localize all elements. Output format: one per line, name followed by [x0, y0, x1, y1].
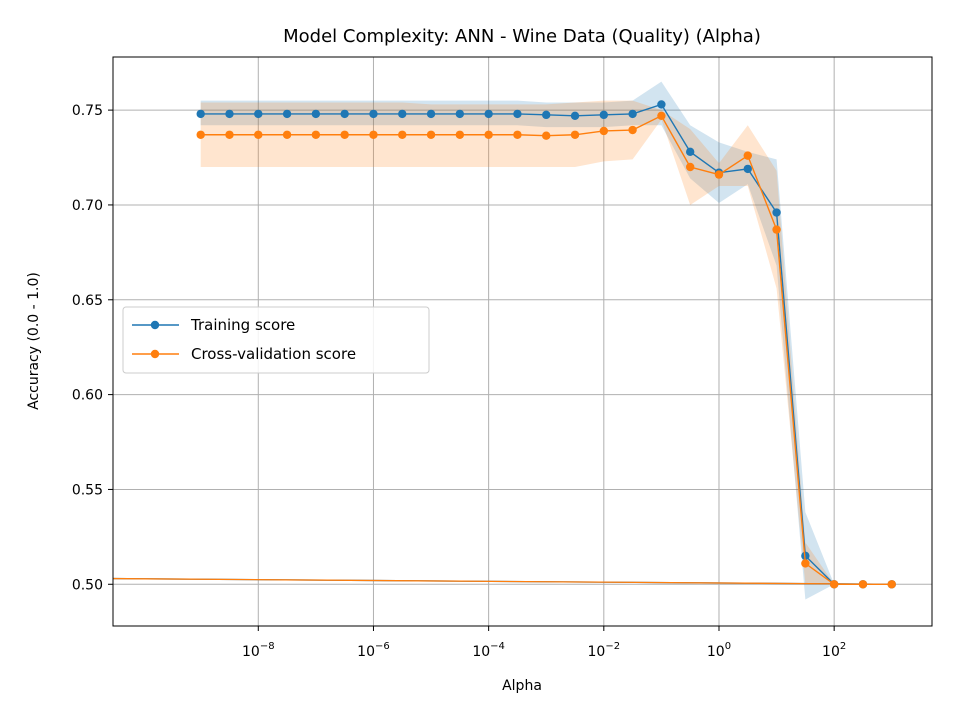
data-point [455, 109, 465, 119]
plot-frame [112, 56, 933, 627]
y-tick-label: 0.50 [72, 577, 103, 593]
data-point [426, 130, 436, 139]
data-point [628, 109, 637, 119]
x-tick-label: 10−2 [588, 641, 621, 660]
data-point [196, 130, 205, 139]
data-point [887, 580, 896, 589]
data-point [484, 130, 493, 139]
data-point [369, 109, 378, 119]
data-point [714, 170, 724, 179]
data-point [772, 225, 781, 234]
y-tick-label: 0.55 [72, 482, 103, 498]
legend-marker [150, 349, 160, 359]
confidence-band-1 [200, 100, 892, 585]
data-point [196, 109, 205, 119]
data-point [685, 147, 695, 157]
data-point [340, 109, 349, 119]
data-point [282, 109, 292, 119]
data-point [398, 109, 407, 119]
data-point [282, 130, 292, 139]
data-point [570, 130, 580, 139]
data-point [801, 559, 810, 568]
data-point [599, 110, 609, 120]
chart-title: Model Complexity: ANN - Wine Data (Quali… [283, 26, 761, 47]
data-point [570, 111, 580, 120]
data-point [484, 109, 493, 119]
x-axis-label: Alpha [502, 678, 542, 694]
data-point [225, 130, 234, 139]
data-point [225, 109, 234, 119]
data-point [657, 100, 666, 109]
data-point [743, 164, 752, 174]
legend-marker [150, 320, 160, 330]
y-axis-label: Accuracy (0.0 - 1.0) [26, 272, 42, 410]
x-axis-ticks: 10−8 10−6 10−4 10−2 100 102 [242, 626, 846, 660]
data-point [628, 125, 637, 135]
data-point [513, 130, 522, 139]
x-tick-label: 10−8 [242, 641, 275, 660]
x-tick-label: 102 [822, 641, 846, 660]
data-point [743, 151, 752, 160]
data-point [311, 109, 321, 119]
data-point [772, 208, 781, 217]
data-point [858, 580, 868, 589]
series-lines [196, 100, 896, 589]
y-tick-label: 0.75 [72, 103, 103, 119]
data-point [426, 109, 436, 119]
data-point [513, 109, 522, 119]
confidence-bands [200, 81, 892, 600]
data-point [455, 130, 465, 139]
y-tick-label: 0.65 [72, 293, 103, 309]
y-tick-label: 0.60 [72, 388, 103, 404]
x-tick-label: 10−4 [472, 641, 505, 660]
baseline-lines [112, 577, 892, 585]
data-point [254, 130, 263, 139]
legend-label: Cross-validation score [191, 345, 356, 363]
data-point [542, 110, 551, 120]
x-tick-label: 100 [707, 641, 731, 660]
data-point [542, 131, 551, 140]
x-tick-label: 10−6 [357, 641, 390, 660]
data-point [311, 130, 321, 139]
data-point [685, 162, 695, 172]
data-point [829, 580, 839, 589]
data-point [340, 130, 349, 139]
data-point [369, 130, 378, 139]
data-point [398, 130, 407, 139]
legend: Training score Cross-validation score [122, 306, 430, 374]
baseline-line-1 [112, 577, 892, 585]
y-axis-ticks: 0.50 0.55 0.60 0.65 0.70 0.75 [72, 103, 113, 593]
y-tick-label: 0.70 [72, 198, 103, 214]
data-point [254, 109, 263, 119]
legend-box [122, 306, 430, 374]
data-point [657, 111, 666, 120]
data-point [599, 126, 609, 136]
legend-label: Training score [190, 316, 295, 334]
